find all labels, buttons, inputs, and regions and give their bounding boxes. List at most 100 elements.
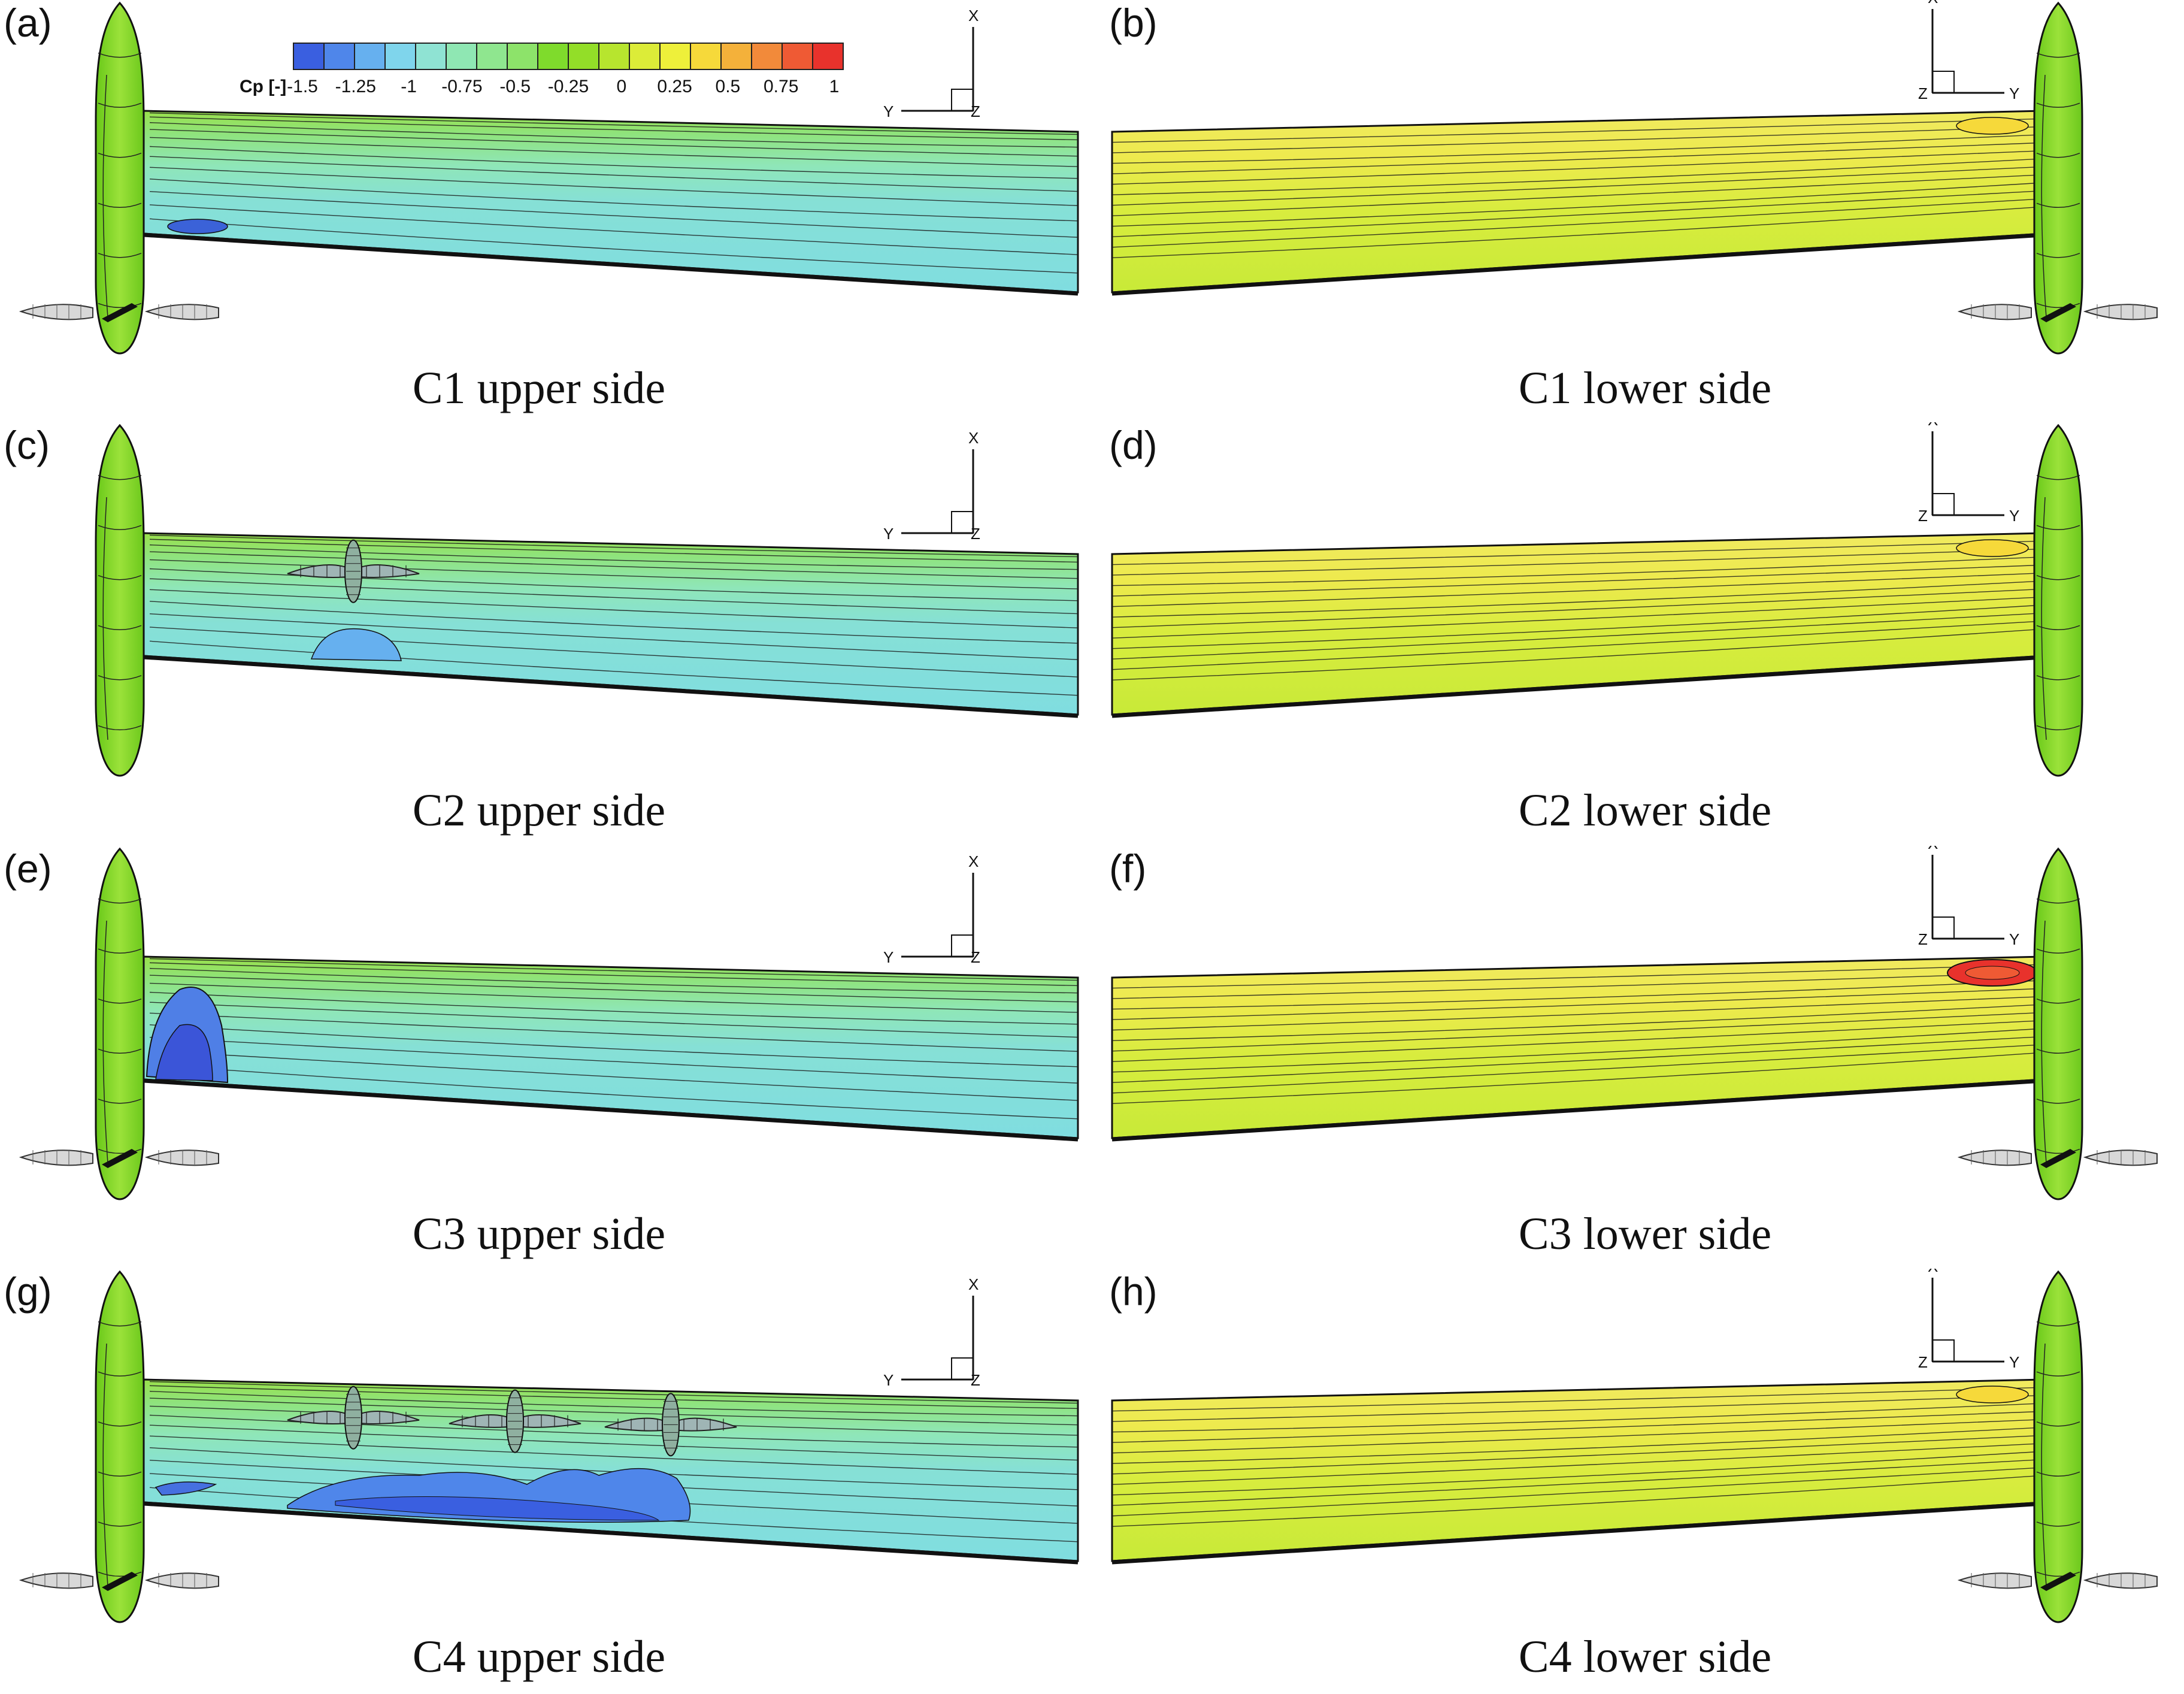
wing-plot-f: X Y Z [1111, 846, 2158, 1200]
nacelle-pair [1957, 1572, 2158, 1591]
colorbar-swatch [293, 43, 325, 70]
axis-label-x: X [968, 1275, 979, 1293]
caption-f: C3 lower side [1518, 1209, 1772, 1259]
colorbar-swatch [812, 43, 844, 70]
propeller [287, 539, 420, 603]
axis-label-z: Z [971, 1371, 980, 1389]
colorbar-swatch [690, 43, 722, 70]
nacelle-pair [19, 303, 219, 322]
colorbar-swatch [446, 43, 477, 70]
wing-plot-h: X Y Z [1111, 1269, 2158, 1623]
axis-label-y: Y [2009, 507, 2019, 525]
colorbar-swatch [659, 43, 691, 70]
panel-label-d: (d) [1109, 423, 1158, 467]
axis-label-y: Y [883, 948, 893, 966]
axis-triad: X Y Z [883, 852, 980, 966]
axis-label-y: Y [2009, 930, 2019, 948]
axis-triad: X Y Z [1918, 846, 2019, 948]
wing-plot-a: X Y Z [19, 1, 1079, 355]
fuselage [2033, 424, 2083, 777]
isobar-lines [1111, 964, 2038, 1104]
panel-c: (c) X Y Z C2 upper side [0, 422, 1090, 842]
axis-label-x: X [968, 429, 979, 447]
colorbar-swatch [354, 43, 386, 70]
nacelle-pair [19, 1149, 219, 1168]
isobar-lines [149, 958, 1079, 1120]
colorbar-swatch [629, 43, 661, 70]
panel-b: (b) X Y Z C1 lower side [1094, 0, 2184, 419]
wing-plot-g: X Y Z [19, 1270, 1079, 1623]
axis-label-z: Z [1918, 84, 1928, 102]
axis-label-z: Z [971, 525, 980, 543]
panel-label-g: (g) [4, 1269, 52, 1314]
axis-triad: X Y Z [1918, 1269, 2019, 1371]
isobar-lines [149, 112, 1079, 274]
colorbar-tick-label: -0.25 [548, 77, 589, 96]
axis-triad: X Y Z [883, 7, 980, 120]
wing-plot-d: X Y Z [1111, 422, 2083, 777]
fuselage [2033, 1270, 2083, 1623]
colorbar-tick-label: 0.25 [657, 77, 692, 96]
colorbar-swatch [781, 43, 813, 70]
axis-triad: X Y Z [883, 429, 980, 543]
axis-label-x: X [1928, 422, 1938, 429]
colorbar-tick-label: -1.5 [287, 77, 318, 96]
axis-label-x: X [968, 852, 979, 870]
panel-d: (d) X Y Z C2 lower side [1094, 422, 2184, 842]
isobar-lines [1111, 118, 2038, 258]
isobar-lines [1111, 1387, 2038, 1527]
axis-label-x: X [968, 7, 979, 25]
cp-colorbar: Cp [-] -1.5 -1.25 -1 -0.75 -0.5 -0.25 0 0.25 0.5… [240, 41, 868, 110]
nacelle-pair [1957, 303, 2158, 322]
panel-label-b: (b) [1109, 1, 1158, 45]
colorbar-tick-label: 0.75 [764, 77, 798, 96]
colorbar-tick-label: -1.25 [335, 77, 376, 96]
panel-e: (e) X Y Z C3 upper side [0, 846, 1090, 1265]
isobar-lines [149, 534, 1079, 696]
fuselage [95, 424, 145, 777]
caption-h: C4 lower side [1518, 1632, 1772, 1682]
wing-plot-c: X Y Z [95, 424, 1079, 777]
panel-label-h: (h) [1109, 1269, 1158, 1314]
colorbar-tick-label: 0.5 [716, 77, 741, 96]
propeller [604, 1393, 737, 1457]
axis-label-z: Z [1918, 507, 1928, 525]
colorbar-tick-label: -0.5 [499, 77, 531, 96]
caption-c: C2 upper side [412, 785, 666, 836]
colorbar-swatch [415, 43, 447, 70]
axis-label-y: Y [883, 1371, 893, 1389]
fuselage [2033, 847, 2083, 1200]
caption-e: C3 upper side [412, 1209, 666, 1259]
panel-label-c: (c) [4, 423, 50, 467]
isobar-lines [149, 1381, 1079, 1542]
panel-g: (g) X Y Z C4 upper side [0, 1269, 1090, 1688]
axis-label-z: Z [971, 948, 980, 966]
axis-label-z: Z [1918, 930, 1928, 948]
caption-b: C1 lower side [1518, 363, 1772, 413]
colorbar-tick-label: -0.75 [441, 77, 482, 96]
axis-label-z: Z [1918, 1353, 1928, 1371]
axis-label-x: X [1928, 1269, 1938, 1275]
axis-label-y: Y [883, 102, 893, 120]
axis-label-z: Z [971, 102, 980, 120]
nacelle-pair [1957, 1149, 2158, 1168]
colorbar-swatch [323, 43, 355, 70]
colorbar-graphic: Cp [-] -1.5 -1.25 -1 -0.75 -0.5 -0.25 0 0.25 0.5… [240, 43, 844, 96]
colorbar-swatch [751, 43, 783, 70]
wing-plot-e: X Y Z [19, 847, 1079, 1200]
caption-g: C4 upper side [412, 1632, 666, 1682]
panel-f: (f) X Y Z C3 lower side [1094, 846, 2184, 1265]
colorbar-swatch [507, 43, 538, 70]
axis-label-x: X [1928, 846, 1938, 852]
colorbar-swatch [537, 43, 569, 70]
panel-label-f: (f) [1109, 846, 1147, 891]
fuselage [95, 847, 145, 1200]
axis-label-y: Y [2009, 1353, 2019, 1371]
axis-label-y: Y [2009, 84, 2019, 102]
propeller [287, 1386, 420, 1450]
wing-plot-b: X Y Z [1111, 0, 2158, 355]
axis-triad: X Y Z [1918, 0, 2019, 102]
fuselage [2033, 1, 2083, 355]
colorbar-tick-label: 0 [616, 77, 626, 96]
